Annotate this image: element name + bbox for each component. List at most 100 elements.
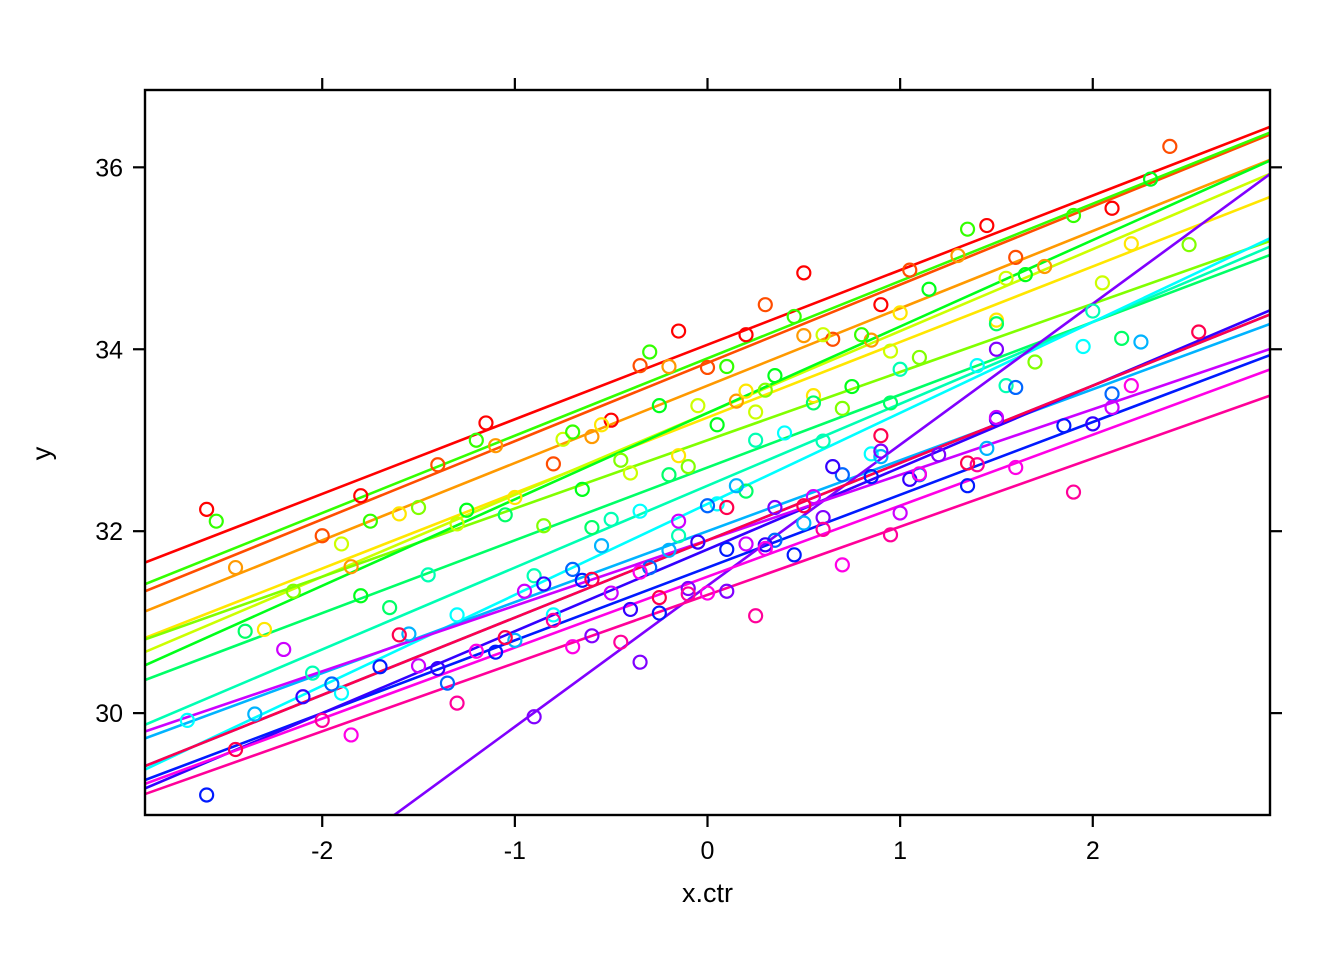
point-group-08 [921,281,937,297]
point-group-10 [998,378,1014,394]
point-group-17 [276,641,292,658]
y-tick-label: 34 [95,336,123,364]
fit-line-group-06 [145,239,1270,641]
point-group-05 [998,270,1014,286]
point-group-09 [805,395,822,411]
point-group-17 [410,658,427,674]
data-layer [145,125,1270,815]
point-group-16 [873,443,889,459]
point-group-20 [1191,324,1207,340]
point-group-07 [208,513,224,529]
fit-line-group-19 [145,394,1270,796]
point-group-01 [199,501,215,517]
point-group-05 [882,343,899,359]
point-group-10 [815,433,831,449]
point-group-18 [834,557,850,573]
point-group-12 [728,478,744,494]
x-axis-title: x.ctr [682,878,733,908]
point-group-06 [536,518,552,534]
point-group-11 [333,685,350,701]
point-group-15 [536,576,552,592]
point-group-08 [767,368,783,384]
point-group-10 [304,665,321,681]
point-group-04 [256,621,273,638]
point-group-08 [1142,171,1159,187]
point-group-12 [507,632,523,648]
point-group-08 [651,398,667,414]
x-tick-label: 1 [893,837,907,865]
point-group-09 [497,507,513,523]
point-group-16 [988,341,1005,357]
point-group-17 [988,409,1005,426]
point-group-04 [671,448,687,464]
point-group-05 [748,404,764,420]
point-group-02 [430,457,446,473]
point-group-11 [632,503,648,519]
point-group-10 [420,567,436,583]
point-group-13 [565,561,581,577]
point-group-15 [430,660,446,677]
point-group-06 [680,458,696,475]
point-group-01 [353,488,369,504]
point-group-18 [1008,459,1024,476]
point-group-03 [661,358,677,375]
point-group-10 [671,528,687,544]
point-group-19 [449,695,465,711]
point-group-15 [690,534,706,550]
point-group-16 [632,654,648,670]
point-group-07 [854,327,870,343]
point-group-08 [459,502,475,518]
point-group-14 [487,644,504,660]
point-group-15 [1085,416,1101,432]
point-group-13 [1104,386,1120,402]
point-group-12 [873,448,889,465]
point-group-04 [892,305,908,321]
point-group-12 [979,440,995,457]
point-group-11 [1075,338,1091,355]
point-group-01 [873,297,889,313]
point-group-06 [1181,237,1197,253]
point-group-14 [651,605,667,621]
point-group-01 [796,265,812,281]
x-tick-label: 2 [1086,837,1100,865]
point-group-03 [343,559,359,575]
fit-line-group-12 [145,322,1270,740]
point-group-11 [179,712,195,728]
point-group-01 [478,415,494,431]
point-group-17 [516,583,533,599]
point-group-02 [699,359,716,376]
y-tick-label: 30 [95,700,123,728]
fit-line-group-08 [145,159,1270,667]
point-group-13 [1008,379,1024,396]
point-group-14 [199,787,215,803]
fit-line-group-18 [145,368,1270,786]
point-group-19 [314,712,330,728]
point-group-07 [959,221,976,237]
point-group-12 [401,626,417,642]
point-group-16 [526,709,542,725]
point-group-08 [709,417,725,433]
fit-line-group-11 [145,237,1270,771]
x-tick-label: 0 [701,837,715,865]
point-group-18 [911,466,928,482]
point-group-13 [324,676,340,692]
point-group-19 [748,608,764,624]
point-group-20 [796,498,812,514]
point-group-09 [988,316,1005,332]
point-group-02 [902,262,918,278]
x-tick-label: -1 [504,837,526,865]
point-group-01 [1104,200,1120,216]
point-group-08 [353,588,369,604]
point-group-04 [805,388,822,404]
point-group-16 [719,583,735,599]
point-group-04 [593,417,610,433]
point-group-12 [796,515,812,531]
point-group-09 [584,519,600,536]
point-group-17 [671,513,687,529]
point-group-17 [738,536,754,552]
point-group-16 [931,447,947,463]
point-group-11 [863,446,879,462]
point-group-05 [449,516,465,532]
point-group-02 [314,528,330,544]
